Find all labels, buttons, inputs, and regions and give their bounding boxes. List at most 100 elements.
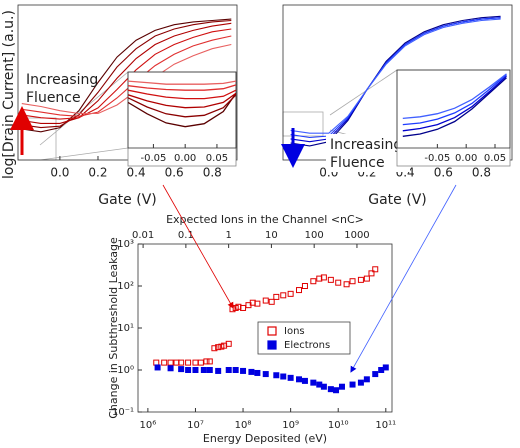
point bbox=[178, 366, 185, 373]
point bbox=[363, 376, 370, 383]
plot-frame bbox=[396, 69, 511, 149]
point bbox=[262, 371, 269, 378]
curve bbox=[290, 18, 501, 134]
zoom-line bbox=[39, 147, 129, 161]
point bbox=[240, 367, 247, 374]
y-tick-label: 10⁰ bbox=[117, 365, 134, 376]
zoom-line bbox=[329, 69, 398, 116]
point bbox=[254, 300, 261, 307]
point bbox=[320, 383, 327, 390]
point bbox=[349, 381, 356, 388]
x-tick-label: 10⁶ bbox=[140, 420, 157, 431]
point bbox=[200, 367, 207, 373]
curve bbox=[290, 17, 501, 139]
point bbox=[262, 297, 269, 304]
x-tick-label: 0.8 bbox=[472, 166, 491, 180]
x2-tick-label: 10 bbox=[265, 230, 278, 241]
y-tick-label: 10³ bbox=[117, 239, 134, 250]
x-tick-label: 10¹¹ bbox=[375, 420, 396, 431]
x-axis-label: Gate (V) bbox=[98, 192, 156, 208]
point bbox=[268, 298, 275, 305]
point bbox=[335, 279, 342, 286]
point bbox=[287, 374, 294, 381]
point bbox=[206, 367, 213, 373]
x-tick-label: 0.00 bbox=[174, 153, 196, 164]
curve bbox=[128, 92, 236, 109]
curve bbox=[402, 77, 507, 137]
x2-tick-label: 100 bbox=[305, 230, 324, 241]
annotation-bg bbox=[326, 134, 410, 172]
point bbox=[153, 359, 160, 366]
point bbox=[161, 359, 168, 366]
point bbox=[280, 292, 287, 299]
point bbox=[167, 359, 174, 366]
curve bbox=[128, 94, 236, 118]
x-tick-label: 10¹⁰ bbox=[328, 420, 349, 431]
x-tick-label: 10⁸ bbox=[235, 420, 252, 431]
link-line bbox=[350, 184, 457, 373]
point bbox=[296, 376, 303, 383]
point bbox=[167, 365, 174, 372]
point bbox=[192, 359, 199, 366]
point bbox=[229, 306, 236, 313]
point bbox=[310, 278, 317, 285]
point bbox=[192, 367, 199, 373]
point bbox=[296, 287, 303, 294]
curve bbox=[21, 43, 232, 115]
point bbox=[203, 358, 210, 365]
point bbox=[248, 368, 255, 375]
x-tick-label: 10⁷ bbox=[187, 420, 204, 431]
link-line bbox=[162, 184, 234, 309]
point bbox=[215, 367, 222, 374]
point bbox=[301, 377, 308, 384]
plot-frame bbox=[17, 4, 238, 161]
point bbox=[372, 371, 379, 378]
legend-marker bbox=[267, 326, 277, 336]
point bbox=[382, 364, 389, 371]
x-tick-label: 0.05 bbox=[206, 153, 228, 164]
point bbox=[349, 278, 356, 285]
x-tick-label: -0.05 bbox=[424, 153, 450, 164]
point bbox=[357, 276, 364, 283]
x-axis-label: Gate (V) bbox=[368, 192, 426, 208]
point bbox=[343, 281, 350, 288]
y-tick-label: 10⁻¹ bbox=[112, 407, 134, 418]
legend-marker bbox=[267, 340, 277, 350]
x-tick-label: 10⁹ bbox=[282, 420, 299, 431]
y-axis-label: Change in Subthreshold Leakage bbox=[107, 237, 120, 419]
curve bbox=[290, 15, 501, 147]
zoom-box bbox=[17, 117, 57, 161]
point bbox=[206, 358, 213, 365]
x-axis-label: Energy Deposited (eV) bbox=[203, 432, 327, 445]
point bbox=[232, 367, 239, 373]
annotation: Fluence bbox=[26, 90, 81, 106]
x-tick-label: -0.05 bbox=[140, 153, 166, 164]
point bbox=[211, 345, 218, 352]
point bbox=[225, 367, 232, 373]
point bbox=[185, 367, 192, 373]
point bbox=[197, 359, 204, 366]
x-tick-label: 0.00 bbox=[455, 153, 477, 164]
x2-tick-label: 1000 bbox=[344, 230, 369, 241]
x-tick-label: 0.05 bbox=[484, 153, 506, 164]
point bbox=[185, 359, 192, 366]
point bbox=[301, 283, 308, 289]
legend-label: Electrons bbox=[284, 340, 330, 351]
point bbox=[287, 290, 294, 297]
point bbox=[215, 344, 222, 351]
point bbox=[225, 340, 232, 347]
point bbox=[338, 383, 345, 390]
point bbox=[372, 266, 379, 273]
annotation: Increasing bbox=[330, 137, 402, 153]
point bbox=[280, 373, 287, 380]
x2-tick-label: 0.1 bbox=[178, 230, 194, 241]
curve bbox=[21, 22, 232, 124]
x2-axis-label: Expected Ions in the Channel <nC> bbox=[166, 213, 364, 226]
curve bbox=[128, 92, 236, 128]
curve bbox=[402, 75, 507, 132]
x-tick-label: 0.8 bbox=[203, 166, 222, 180]
point bbox=[154, 364, 161, 371]
point bbox=[327, 386, 334, 393]
